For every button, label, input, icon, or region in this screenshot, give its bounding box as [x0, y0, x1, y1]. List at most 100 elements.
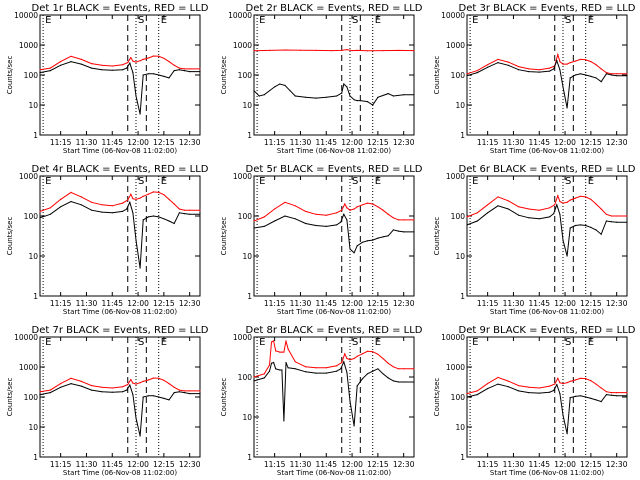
data-point	[553, 68, 555, 70]
data-point	[487, 383, 489, 385]
x-tick-label: 12:15	[367, 460, 389, 469]
data-point	[366, 50, 369, 52]
chart-title: Det 7r BLACK = Events, RED = LLD	[32, 325, 209, 336]
marker-label: E	[472, 176, 478, 187]
plot-frame	[39, 14, 201, 136]
data-point	[403, 381, 405, 383]
data-point	[189, 213, 191, 215]
x-tick-label: 11:30	[503, 460, 525, 469]
y-axis-label: Counts/sec	[433, 56, 441, 95]
chart-panel-1: Det 1r BLACK = Events, RED = LLD 1 10 100 10…	[6, 3, 209, 155]
data-point	[91, 389, 93, 391]
data-point	[178, 391, 180, 393]
data-point	[139, 113, 141, 115]
x-tick-label: 11:30	[290, 299, 312, 308]
data-point	[554, 383, 556, 385]
data-point	[590, 226, 592, 228]
plot-frame	[39, 175, 201, 297]
data-point	[346, 207, 348, 209]
y-tick-label: 100	[24, 393, 39, 402]
data-point	[556, 60, 558, 62]
data-point	[616, 75, 618, 77]
data-point	[163, 397, 165, 399]
y-axis-label: Counts/sec	[6, 217, 14, 256]
data-point	[158, 377, 160, 379]
marker-label: E	[259, 176, 265, 187]
x-tick-label: 11:15	[264, 299, 286, 308]
data-point	[111, 65, 113, 67]
data-point	[595, 77, 597, 79]
data-point	[346, 357, 348, 360]
marker-label: E	[161, 176, 167, 187]
data-point	[199, 213, 201, 215]
y-tick-label: 1	[33, 453, 38, 462]
data-point	[518, 214, 520, 216]
data-point	[281, 369, 283, 371]
data-point	[397, 49, 400, 52]
data-point	[579, 224, 582, 226]
data-point	[397, 368, 400, 370]
series-line	[253, 213, 414, 254]
data-point	[497, 383, 499, 385]
data-point	[127, 199, 129, 201]
series-line	[466, 203, 627, 257]
data-point	[139, 435, 141, 437]
data-point	[135, 198, 137, 200]
x-tick-label: 11:45	[101, 299, 123, 308]
data-point	[579, 395, 582, 397]
data-point	[285, 361, 287, 364]
data-point	[178, 208, 180, 210]
data-point	[39, 217, 41, 219]
data-point	[476, 212, 478, 214]
series-events	[253, 360, 415, 427]
data-point	[382, 209, 384, 211]
chart-panel-4: Det 4r BLACK = Events, RED = LLD 1 10 100 10…	[6, 164, 209, 316]
data-point	[626, 215, 628, 217]
data-point	[199, 68, 201, 70]
data-point	[595, 383, 597, 385]
marker-label: S	[352, 337, 358, 348]
data-point	[353, 252, 355, 254]
data-point	[305, 371, 307, 373]
series-lld	[253, 49, 415, 52]
data-point	[466, 393, 468, 395]
data-point	[70, 191, 72, 193]
y-axis-label: Counts/sec	[6, 378, 14, 417]
marker-label: S	[565, 15, 571, 26]
data-point	[466, 216, 468, 218]
data-point	[605, 220, 608, 222]
data-point	[173, 70, 175, 72]
data-point	[397, 219, 400, 221]
data-point	[183, 68, 186, 70]
x-tick-label: 12:00	[341, 299, 363, 308]
data-point	[152, 215, 155, 217]
data-point	[294, 368, 296, 370]
data-point	[325, 214, 327, 216]
data-point	[366, 350, 369, 352]
data-point	[476, 70, 478, 72]
data-point	[279, 351, 281, 353]
data-point	[111, 391, 113, 393]
y-axis-label: Counts/sec	[220, 56, 228, 95]
data-point	[569, 380, 571, 382]
y-axis-label: Counts/sec	[433, 378, 441, 417]
data-point	[590, 198, 592, 200]
data-point	[142, 58, 144, 61]
data-point	[413, 50, 415, 52]
data-point	[183, 213, 186, 215]
data-point	[382, 236, 384, 238]
series-events	[466, 59, 628, 109]
data-point	[497, 62, 499, 64]
data-point	[340, 368, 342, 370]
data-point	[387, 362, 389, 364]
y-tick-label: 10	[455, 101, 465, 110]
series-events	[39, 383, 201, 437]
x-tick-label: 12:15	[367, 138, 389, 147]
data-point	[518, 69, 520, 71]
data-point	[557, 195, 559, 197]
data-point	[315, 213, 317, 215]
data-point	[595, 399, 597, 401]
data-point	[139, 382, 141, 384]
data-point	[351, 50, 353, 52]
